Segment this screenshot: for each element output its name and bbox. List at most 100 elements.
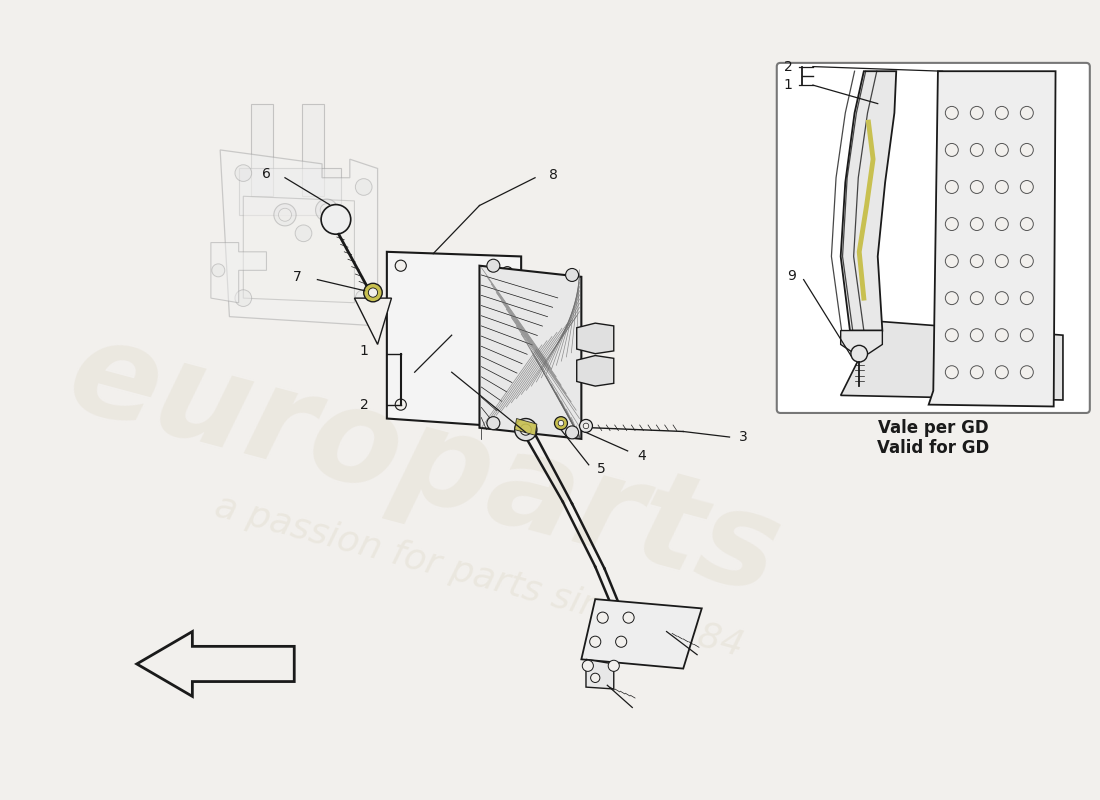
Circle shape — [623, 612, 634, 623]
Polygon shape — [354, 298, 392, 345]
Circle shape — [515, 418, 537, 441]
Circle shape — [487, 259, 499, 272]
Circle shape — [590, 636, 601, 647]
Circle shape — [1021, 106, 1033, 119]
Text: europarts: europarts — [55, 309, 793, 621]
Polygon shape — [586, 659, 614, 689]
Circle shape — [368, 288, 377, 297]
Circle shape — [1021, 366, 1033, 378]
Circle shape — [520, 424, 531, 435]
Circle shape — [1021, 254, 1033, 267]
Polygon shape — [928, 71, 1056, 406]
Circle shape — [945, 292, 958, 305]
Circle shape — [996, 218, 1009, 230]
Polygon shape — [576, 355, 614, 386]
Circle shape — [996, 254, 1009, 267]
Text: 8: 8 — [549, 168, 558, 182]
Text: a passion for parts since 1984: a passion for parts since 1984 — [211, 489, 748, 663]
Text: 6: 6 — [262, 167, 271, 181]
Text: 1: 1 — [783, 78, 792, 92]
Polygon shape — [387, 252, 521, 428]
Polygon shape — [515, 418, 537, 435]
Circle shape — [1021, 143, 1033, 157]
Circle shape — [996, 292, 1009, 305]
Circle shape — [558, 420, 564, 426]
Circle shape — [945, 143, 958, 157]
Circle shape — [996, 181, 1009, 194]
Circle shape — [1021, 329, 1033, 342]
Circle shape — [608, 660, 619, 671]
Circle shape — [316, 199, 338, 222]
Circle shape — [970, 292, 983, 305]
Text: 1: 1 — [360, 344, 368, 358]
Circle shape — [278, 208, 292, 222]
Circle shape — [996, 329, 1009, 342]
Circle shape — [591, 674, 600, 682]
Circle shape — [355, 290, 372, 306]
Circle shape — [395, 260, 406, 271]
Circle shape — [320, 204, 333, 217]
Circle shape — [364, 283, 382, 302]
Circle shape — [355, 178, 372, 195]
Polygon shape — [220, 150, 377, 326]
Circle shape — [970, 143, 983, 157]
Polygon shape — [840, 322, 1063, 400]
Text: 2: 2 — [784, 59, 792, 74]
Text: Valid for GD: Valid for GD — [877, 439, 989, 457]
Text: 5: 5 — [597, 462, 606, 477]
Circle shape — [502, 266, 513, 278]
Text: Vale per GD: Vale per GD — [878, 418, 989, 437]
Text: 9: 9 — [788, 269, 796, 283]
Circle shape — [996, 366, 1009, 378]
Circle shape — [212, 264, 224, 277]
Circle shape — [970, 181, 983, 194]
Circle shape — [970, 329, 983, 342]
Circle shape — [945, 181, 958, 194]
Circle shape — [970, 366, 983, 378]
Circle shape — [1021, 218, 1033, 230]
Polygon shape — [251, 104, 273, 196]
Circle shape — [321, 205, 351, 234]
Circle shape — [583, 423, 588, 429]
Circle shape — [295, 225, 311, 242]
Circle shape — [582, 660, 593, 671]
Circle shape — [597, 612, 608, 623]
Polygon shape — [243, 196, 354, 302]
Circle shape — [487, 417, 499, 430]
Circle shape — [945, 254, 958, 267]
FancyBboxPatch shape — [777, 63, 1090, 413]
Circle shape — [502, 406, 513, 417]
Polygon shape — [211, 242, 266, 302]
Circle shape — [970, 218, 983, 230]
Circle shape — [274, 204, 296, 226]
FancyArrow shape — [136, 631, 294, 696]
Circle shape — [945, 218, 958, 230]
Polygon shape — [301, 104, 323, 196]
Polygon shape — [576, 323, 614, 354]
Polygon shape — [840, 330, 882, 354]
Circle shape — [996, 143, 1009, 157]
Circle shape — [1021, 181, 1033, 194]
Polygon shape — [582, 599, 702, 669]
Circle shape — [970, 254, 983, 267]
Circle shape — [945, 329, 958, 342]
Text: 7: 7 — [293, 270, 301, 284]
Circle shape — [1021, 292, 1033, 305]
Circle shape — [970, 106, 983, 119]
Text: 2: 2 — [360, 398, 368, 412]
Circle shape — [565, 426, 579, 439]
Circle shape — [580, 419, 593, 433]
Text: 4: 4 — [637, 449, 646, 462]
Circle shape — [554, 417, 568, 430]
Circle shape — [945, 106, 958, 119]
Circle shape — [235, 165, 252, 182]
Circle shape — [235, 290, 252, 306]
Circle shape — [851, 346, 868, 362]
Polygon shape — [840, 71, 896, 330]
Circle shape — [996, 106, 1009, 119]
Circle shape — [945, 366, 958, 378]
Polygon shape — [480, 266, 582, 439]
Circle shape — [616, 636, 627, 647]
Polygon shape — [239, 169, 341, 214]
Text: 3: 3 — [739, 430, 748, 444]
